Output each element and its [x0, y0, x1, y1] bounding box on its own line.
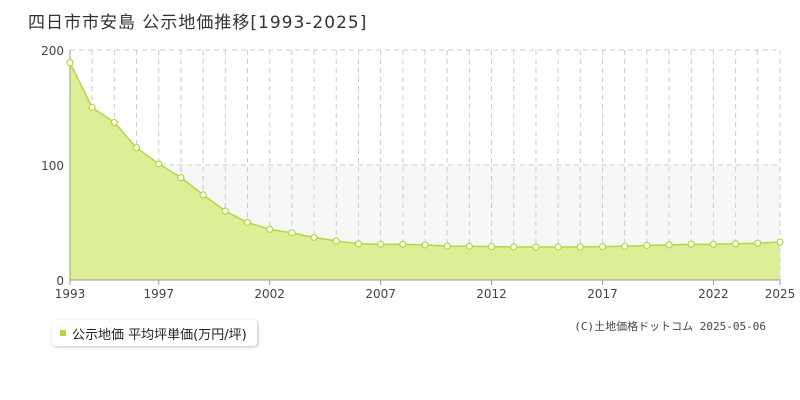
data-point — [554, 243, 562, 251]
data-point — [443, 242, 451, 250]
y-tick-label: 0 — [56, 274, 64, 288]
data-point — [132, 144, 141, 152]
data-point — [377, 240, 385, 248]
data-point — [66, 59, 74, 67]
data-point — [465, 242, 473, 250]
y-tick-label: 200 — [41, 44, 64, 58]
x-tick-label: 1997 — [143, 287, 174, 301]
data-point — [155, 160, 163, 168]
data-point — [598, 243, 607, 251]
x-tick-label: 2002 — [254, 287, 285, 301]
legend-label: 公示地価 平均坪単価(万円/坪) — [72, 327, 247, 343]
data-point — [687, 240, 695, 248]
data-point — [643, 241, 651, 250]
data-point — [421, 241, 429, 249]
data-point — [177, 174, 185, 182]
data-point — [621, 242, 629, 250]
data-point — [199, 191, 207, 199]
data-point — [332, 237, 340, 245]
data-point — [754, 239, 762, 247]
data-point — [510, 243, 518, 251]
chart-title: 四日市市安島 公示地価推移[1993-2025] — [28, 13, 368, 33]
legend-swatch — [60, 330, 66, 336]
data-point — [110, 118, 118, 127]
y-tick-label: 100 — [41, 159, 64, 173]
x-tick-label: 2022 — [698, 287, 729, 301]
data-point — [576, 243, 584, 251]
data-point — [88, 103, 96, 112]
data-point — [776, 238, 784, 246]
data-point — [709, 240, 718, 248]
data-point — [665, 241, 673, 249]
x-tick-label: 2025 — [765, 287, 796, 301]
data-point — [243, 218, 252, 227]
data-point — [487, 243, 496, 251]
data-point — [399, 240, 407, 248]
x-tick-label: 2012 — [476, 287, 507, 301]
x-tick-label: 2017 — [587, 287, 618, 301]
x-tick-label: 1993 — [55, 287, 86, 301]
data-point — [532, 243, 540, 251]
data-point — [732, 240, 740, 248]
legend: 公示地価 平均坪単価(万円/坪) — [52, 320, 257, 346]
data-point — [354, 240, 363, 248]
data-point — [288, 229, 296, 237]
data-point — [221, 207, 229, 215]
data-point — [310, 233, 318, 242]
copyright-text: (C)土地価格ドットコム 2025-05-06 — [574, 320, 766, 333]
data-point — [266, 225, 274, 233]
x-tick-label: 2007 — [365, 287, 396, 301]
